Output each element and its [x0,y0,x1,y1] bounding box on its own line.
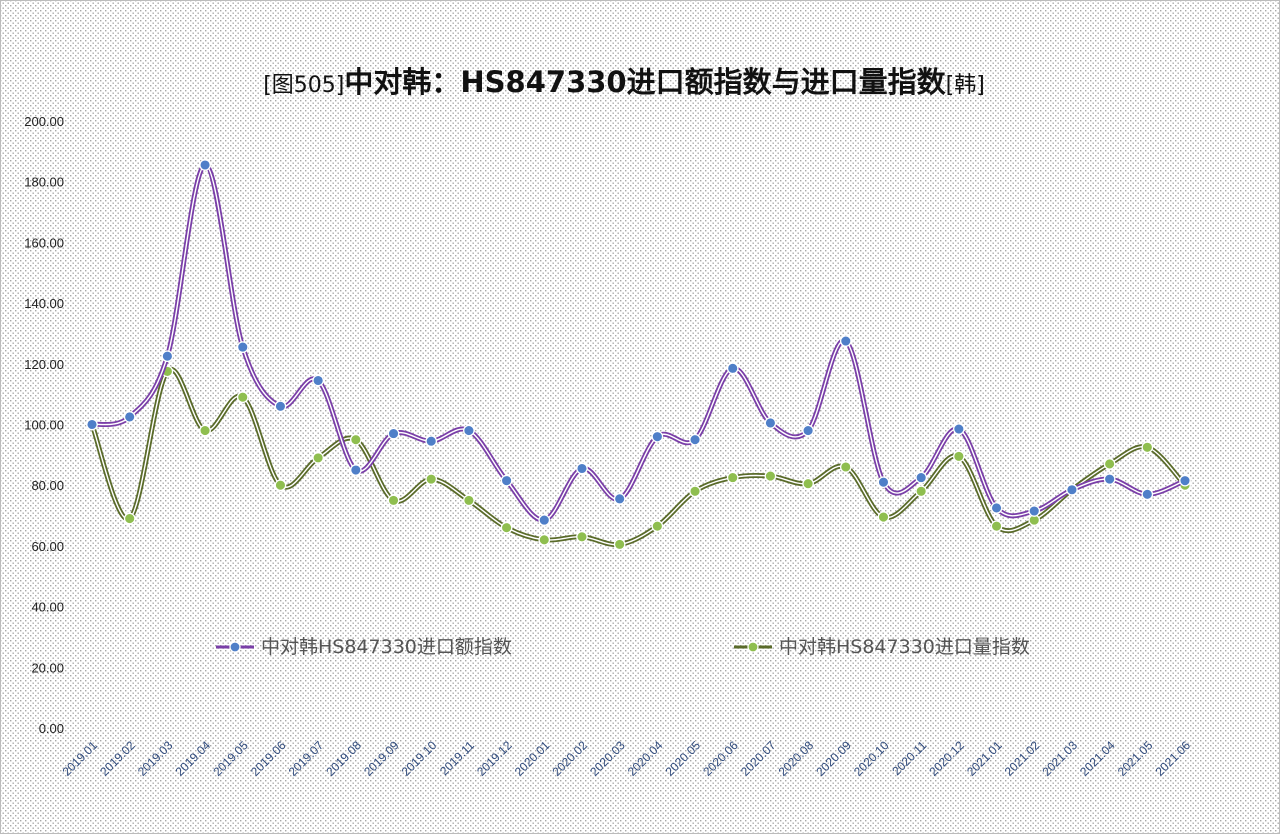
data-point [764,470,777,482]
data-point [349,464,362,476]
y-tick-label: 140.00 [24,296,64,311]
chart-title-main: 中对韩：HS847330进口额指数与进口量指数 [344,65,946,99]
series-0 [86,159,1191,526]
data-point [651,520,664,533]
data-point [312,452,324,464]
data-point [613,493,626,505]
chart-title: [图505]中对韩：HS847330进口额指数与进口量指数[韩] [263,65,985,99]
y-tick-label: 60.00 [31,539,64,554]
data-point [387,494,400,507]
data-point [349,433,362,446]
data-point [425,435,438,448]
data-point [425,473,438,485]
data-point [463,494,475,507]
y-tick-label: 80.00 [31,478,64,493]
data-point [387,427,400,440]
data-point [990,520,1003,533]
data-point [1179,474,1191,487]
data-point [161,350,174,363]
y-tick-label: 200.00 [24,114,64,129]
data-point [953,423,965,435]
data-point [726,362,739,375]
y-tick-label: 120.00 [24,357,64,372]
data-point [1103,473,1116,485]
data-point [689,433,701,446]
data-point [538,533,551,546]
data-point [726,471,739,484]
y-axis: 0.00 20.00 40.00 60.00 80.00 100.00 120.00 140.… [24,114,64,736]
data-point [802,477,814,490]
y-tick-label: 160.00 [24,235,64,250]
y-tick-label: 20.00 [31,660,64,675]
data-point [123,512,136,525]
data-point [538,514,551,526]
data-point [1103,458,1116,470]
data-point [236,341,249,353]
data-point [915,471,928,484]
data-point [990,502,1003,514]
data-point [689,485,701,498]
y-tick-label: 180.00 [24,175,64,190]
data-point [839,335,852,347]
legend-swatch-marker [229,641,241,653]
chart-title-suffix: [韩] [946,73,985,98]
y-tick-label: 40.00 [31,600,64,615]
data-point [1141,441,1154,454]
data-point [613,538,626,551]
data-point [236,391,249,404]
legend-swatch-marker [747,641,759,653]
data-point [500,474,513,487]
data-point [86,418,98,431]
data-point [274,400,287,413]
data-point [199,424,211,437]
legend-item-amount-index: 中对韩HS847330进口额指数 [216,636,512,658]
legend-label: 中对韩HS847330进口量指数 [779,636,1030,658]
data-point [1066,483,1078,496]
data-point [839,461,852,473]
data-point [1028,505,1041,517]
data-point [576,462,588,475]
data-point [463,424,475,437]
legend: 中对韩HS847330进口额指数 中对韩HS847330进口量指数 [216,636,1030,658]
data-point [274,479,287,492]
chart-title-prefix: [图505] [263,73,344,98]
y-tick-label: 0.00 [39,721,64,736]
legend-item-volume-index: 中对韩HS847330进口量指数 [734,636,1030,658]
data-point [764,417,777,429]
data-point [312,374,324,387]
y-tick-label: 100.00 [24,418,64,433]
series-layer [86,159,1191,551]
data-point [576,530,588,543]
legend-label: 中对韩HS847330进口额指数 [261,636,512,658]
data-point [877,476,890,489]
data-point [651,430,664,443]
data-point [500,521,513,534]
data-point [915,485,928,498]
data-point [877,511,890,523]
data-point [953,450,965,463]
data-point [1141,488,1154,501]
data-point [123,411,136,423]
data-point [802,424,814,437]
data-point [199,159,211,171]
